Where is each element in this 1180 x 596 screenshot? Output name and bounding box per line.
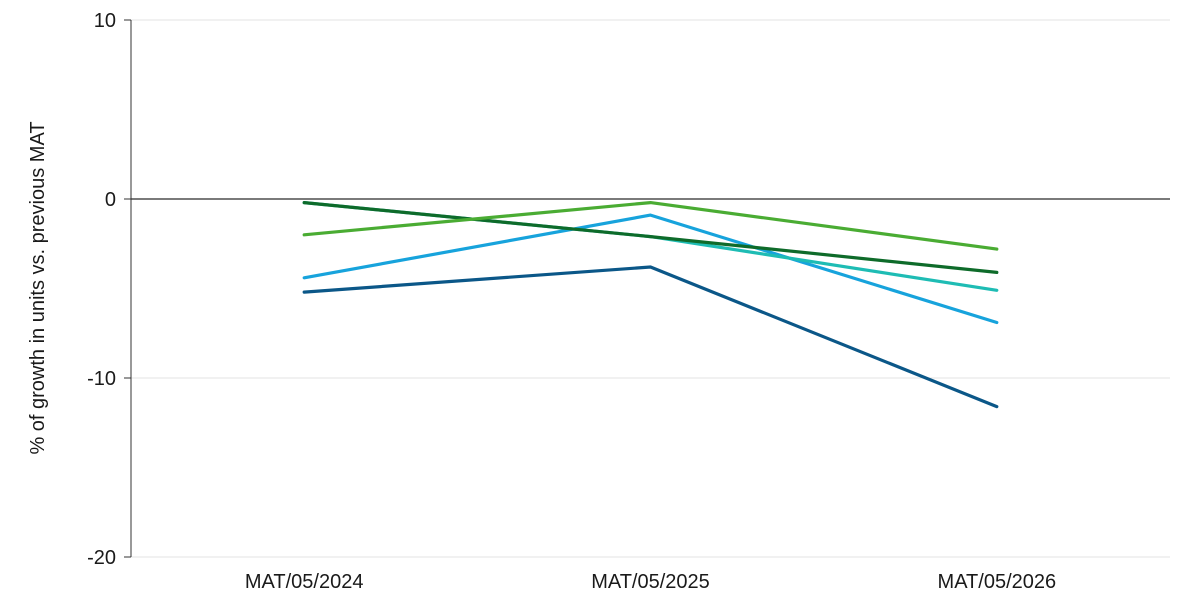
y-tick-label: -20 bbox=[87, 547, 116, 569]
gridlines bbox=[124, 19, 1170, 558]
series-line-2 bbox=[302, 213, 999, 325]
y-tick-label: 10 bbox=[94, 10, 116, 32]
y-axis-title: % of growth in units vs. previous MAT bbox=[27, 121, 49, 454]
x-tick-labels: MAT/05/2024 MAT/05/2025 MAT/05/2026 bbox=[245, 571, 1056, 593]
y-tick-labels: 10 0 -10 -20 bbox=[87, 10, 116, 569]
y-tick-label: -10 bbox=[87, 368, 116, 390]
series-lines bbox=[302, 201, 999, 409]
series-line-5 bbox=[302, 201, 999, 251]
series-line-4 bbox=[302, 201, 999, 274]
series-line-1 bbox=[302, 265, 999, 409]
x-tick-label: MAT/05/2024 bbox=[245, 571, 364, 593]
x-tick-label: MAT/05/2026 bbox=[938, 571, 1057, 593]
x-tick-label: MAT/05/2025 bbox=[591, 571, 710, 593]
y-tick-label: 0 bbox=[105, 189, 116, 211]
